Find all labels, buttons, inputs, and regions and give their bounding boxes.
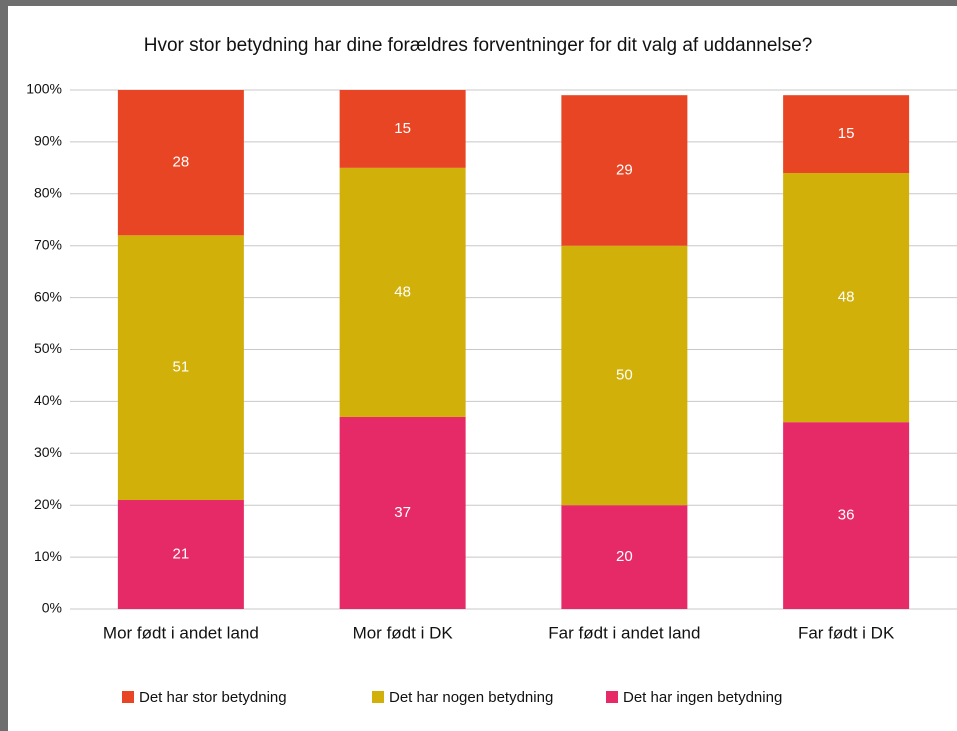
bar-segment [561, 505, 688, 609]
y-tick-label: 40% [34, 392, 62, 408]
bar-segment [783, 422, 910, 609]
legend-swatch [122, 691, 134, 703]
y-tick-label: 80% [34, 185, 62, 201]
x-tick-label: Mor født i DK [353, 623, 454, 642]
bar-segment [117, 500, 244, 609]
data-label: 21 [173, 545, 190, 562]
chart-title: Hvor stor betydning har dine forældres f… [144, 35, 813, 56]
data-label: 15 [394, 120, 411, 137]
y-tick-label: 0% [42, 600, 62, 616]
data-label: 28 [173, 154, 190, 171]
data-label: 37 [394, 504, 411, 521]
data-label: 51 [173, 359, 190, 376]
bar-segment [339, 90, 466, 168]
legend-label: Det har ingen betydning [623, 689, 782, 706]
legend-label: Det har nogen betydning [389, 689, 553, 706]
x-tick-label: Mor født i andet land [103, 623, 259, 642]
bar-segment [561, 245, 688, 506]
legend-swatch [372, 691, 384, 703]
bar-segment [117, 90, 244, 236]
y-tick-label: 30% [34, 444, 62, 460]
y-tick-label: 70% [34, 236, 62, 252]
legend-swatch [606, 691, 618, 703]
y-tick-label: 50% [34, 340, 62, 356]
data-label: 20 [616, 548, 633, 565]
bar-segment [117, 235, 244, 501]
legend-label: Det har stor betydning [139, 689, 287, 706]
bar-segment [783, 95, 910, 174]
data-label: 48 [838, 289, 855, 306]
y-tick-label: 60% [34, 288, 62, 304]
data-label: 48 [394, 283, 411, 300]
y-tick-label: 100% [26, 81, 62, 97]
data-label: 15 [838, 125, 855, 142]
y-tick-label: 10% [34, 548, 62, 564]
y-tick-label: 90% [34, 133, 62, 149]
bar-segment [783, 173, 910, 423]
x-tick-label: Far født i DK [798, 623, 895, 642]
y-tick-label: 20% [34, 496, 62, 512]
bar-segment [561, 95, 688, 246]
bar-segment [339, 167, 466, 417]
chart-panel: Hvor stor betydning har dine forældres f… [8, 6, 957, 731]
data-label: 50 [616, 366, 633, 383]
bar-segment [339, 416, 466, 609]
data-label: 36 [838, 507, 855, 524]
x-tick-label: Far født i andet land [548, 623, 700, 642]
data-label: 29 [616, 161, 633, 178]
